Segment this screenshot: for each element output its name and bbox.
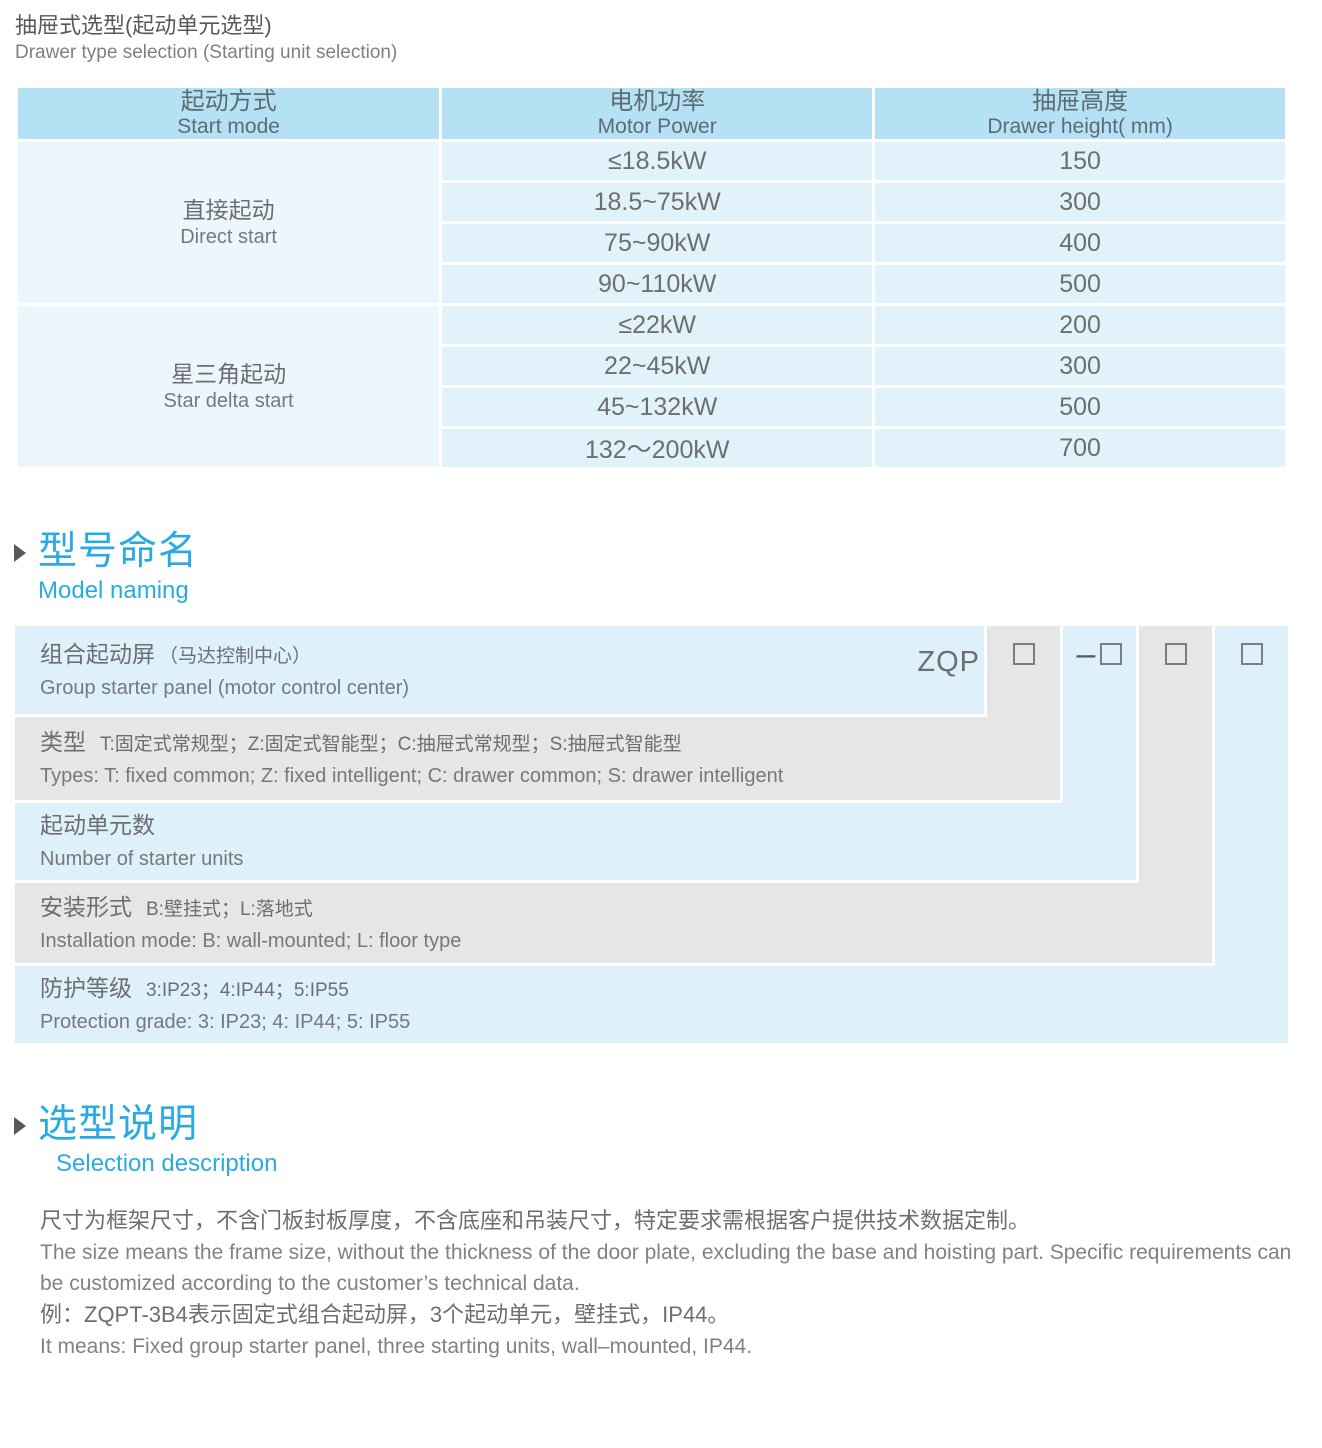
selection-description-section-header: 选型说明 Selection description — [14, 1103, 1322, 1179]
motor-power-cell: 75~90kW — [439, 221, 876, 265]
col-header-drawer-height: 抽屉高度 Drawer height( mm) — [872, 85, 1288, 142]
table-row: 星三角起动 Star delta start ≤22kW 200 — [14, 303, 1288, 470]
model-naming-title-cn: 型号命名 — [38, 530, 199, 573]
row-sublabel-cn: 3:IP23；4:IP44；5:IP55 — [146, 980, 349, 1001]
selection-description-title-en: Selection description — [56, 1150, 278, 1177]
drawer-height-cell: 200 — [872, 303, 1288, 347]
table-row: 22~45kW 300 — [17, 344, 1288, 388]
page-title-cn: 抽屉式选型(起动单元选型) — [15, 13, 272, 38]
model-code-box-icon — [1012, 643, 1035, 665]
table-row: 45~132kW 500 — [17, 385, 1288, 429]
row-label-cn: 组合起动屏 — [40, 640, 155, 667]
table-header-row: 起动方式 Start mode 电机功率 Motor Power 抽屉高度 Dr… — [14, 85, 1288, 142]
motor-power-cell: 22~45kW — [439, 344, 876, 388]
model-naming-section-header: 型号命名 Model naming — [14, 530, 1322, 606]
naming-row-protection-grade: 防护等级 3:IP23；4:IP44；5:IP55 Protection grad… — [15, 966, 1288, 1043]
page-title-en: Drawer type selection (Starting unit sel… — [15, 42, 398, 63]
row-label-en: Types: T: fixed common; Z: fixed intelli… — [40, 765, 784, 787]
row-label-cn: 起动单元数 — [40, 812, 155, 838]
drawer-height-cell: 400 — [872, 221, 1288, 265]
model-naming-diagram: – 组合起动屏 （马达控制中心） Group starter panel (mot… — [15, 626, 1288, 1043]
model-naming-title-en: Model naming — [38, 577, 189, 604]
naming-row-group-starter-panel: 组合起动屏 （马达控制中心） Group starter panel (motor… — [15, 626, 984, 714]
col-header-motor-power: 电机功率 Motor Power — [439, 85, 876, 142]
row-sublabel-cn: T:固定式常规型；Z:固定式智能型；C:抽屉式常规型；S:抽屉式智能型 — [100, 734, 682, 755]
model-code-separator: – — [1076, 635, 1096, 673]
drawer-height-cell: 700 — [872, 426, 1288, 470]
table-row: 75~90kW 400 — [17, 221, 1288, 265]
drawer-height-cell: 150 — [872, 139, 1288, 183]
drawer-height-cell: 500 — [872, 262, 1288, 306]
naming-row-installation-mode: 安装形式 B:壁挂式；L:落地式 Installation mode: B: wa… — [15, 883, 1212, 963]
section-arrow-icon — [14, 1117, 26, 1135]
motor-power-cell: ≤22kW — [439, 303, 876, 347]
row-label-en: Group starter panel (motor control cente… — [40, 676, 410, 699]
description-paragraph: 例：ZQPT-3B4表示固定式组合起动屏，3个起动单元，壁挂式，IP44。 — [40, 1302, 730, 1327]
motor-power-cell: ≤18.5kW — [439, 139, 876, 183]
model-code-box-icon — [1100, 643, 1123, 665]
table-row: 90~110kW 500 — [17, 262, 1288, 306]
naming-row-types: 类型 T:固定式常规型；Z:固定式智能型；C:抽屉式常规型；S:抽屉式智能型 Ty… — [15, 717, 1060, 800]
model-code-prefix: ZQP — [917, 646, 980, 678]
table-row: 132～200kW 700 — [17, 426, 1288, 470]
row-label-en: Installation mode: B: wall-mounted; L: f… — [40, 929, 462, 952]
selection-description-title-cn: 选型说明 — [38, 1103, 199, 1146]
model-code-box-icon — [1240, 643, 1263, 665]
drawer-height-cell: 500 — [872, 385, 1288, 429]
description-paragraph: It means: Fixed group starter panel, thr… — [40, 1335, 753, 1358]
row-label-en: Number of starter units — [40, 848, 244, 870]
selection-description-body: 尺寸为框架尺寸，不含门板封板厚度，不含底座和吊装尺寸，特定要求需根据客户提供技术… — [40, 1205, 1292, 1362]
motor-power-cell: 18.5~75kW — [439, 180, 876, 224]
table-row: 直接起动 Direct start ≤18.5kW 150 — [14, 139, 1288, 306]
start-mode-star-delta-cell: 星三角起动 Star delta start — [14, 303, 443, 470]
row-label-cn: 类型 — [40, 729, 86, 755]
motor-power-cell: 132～200kW — [439, 426, 876, 470]
page-title: 抽屉式选型(起动单元选型) Drawer type selection (Sta… — [15, 12, 1322, 65]
drawer-height-cell: 300 — [872, 180, 1288, 224]
row-label-en: Protection grade: 3: IP23; 4: IP44; 5: I… — [40, 1011, 411, 1033]
drawer-selection-table: 起动方式 Start mode 电机功率 Motor Power 抽屉高度 Dr… — [14, 85, 1288, 470]
row-sublabel-cn: （马达控制中心） — [159, 645, 312, 667]
naming-row-starter-units: 起动单元数 Number of starter units — [15, 803, 1136, 880]
drawer-height-cell: 300 — [872, 344, 1288, 388]
start-mode-direct-cell: 直接起动 Direct start — [14, 139, 443, 306]
row-label-cn: 安装形式 — [40, 893, 132, 920]
section-arrow-icon — [14, 544, 26, 562]
motor-power-cell: 45~132kW — [439, 385, 876, 429]
col-header-start-mode: 起动方式 Start mode — [14, 85, 443, 142]
table-row: 18.5~75kW 300 — [17, 180, 1288, 224]
description-paragraph: The size means the frame size, without t… — [40, 1241, 1292, 1295]
row-sublabel-cn: B:壁挂式；L:落地式 — [146, 898, 313, 920]
motor-power-cell: 90~110kW — [439, 262, 876, 306]
row-label-cn: 防护等级 — [40, 975, 132, 1001]
description-paragraph: 尺寸为框架尺寸，不含门板封板厚度，不含底座和吊装尺寸，特定要求需根据客户提供技术… — [40, 1208, 1031, 1233]
model-code-box-icon — [1164, 643, 1187, 665]
